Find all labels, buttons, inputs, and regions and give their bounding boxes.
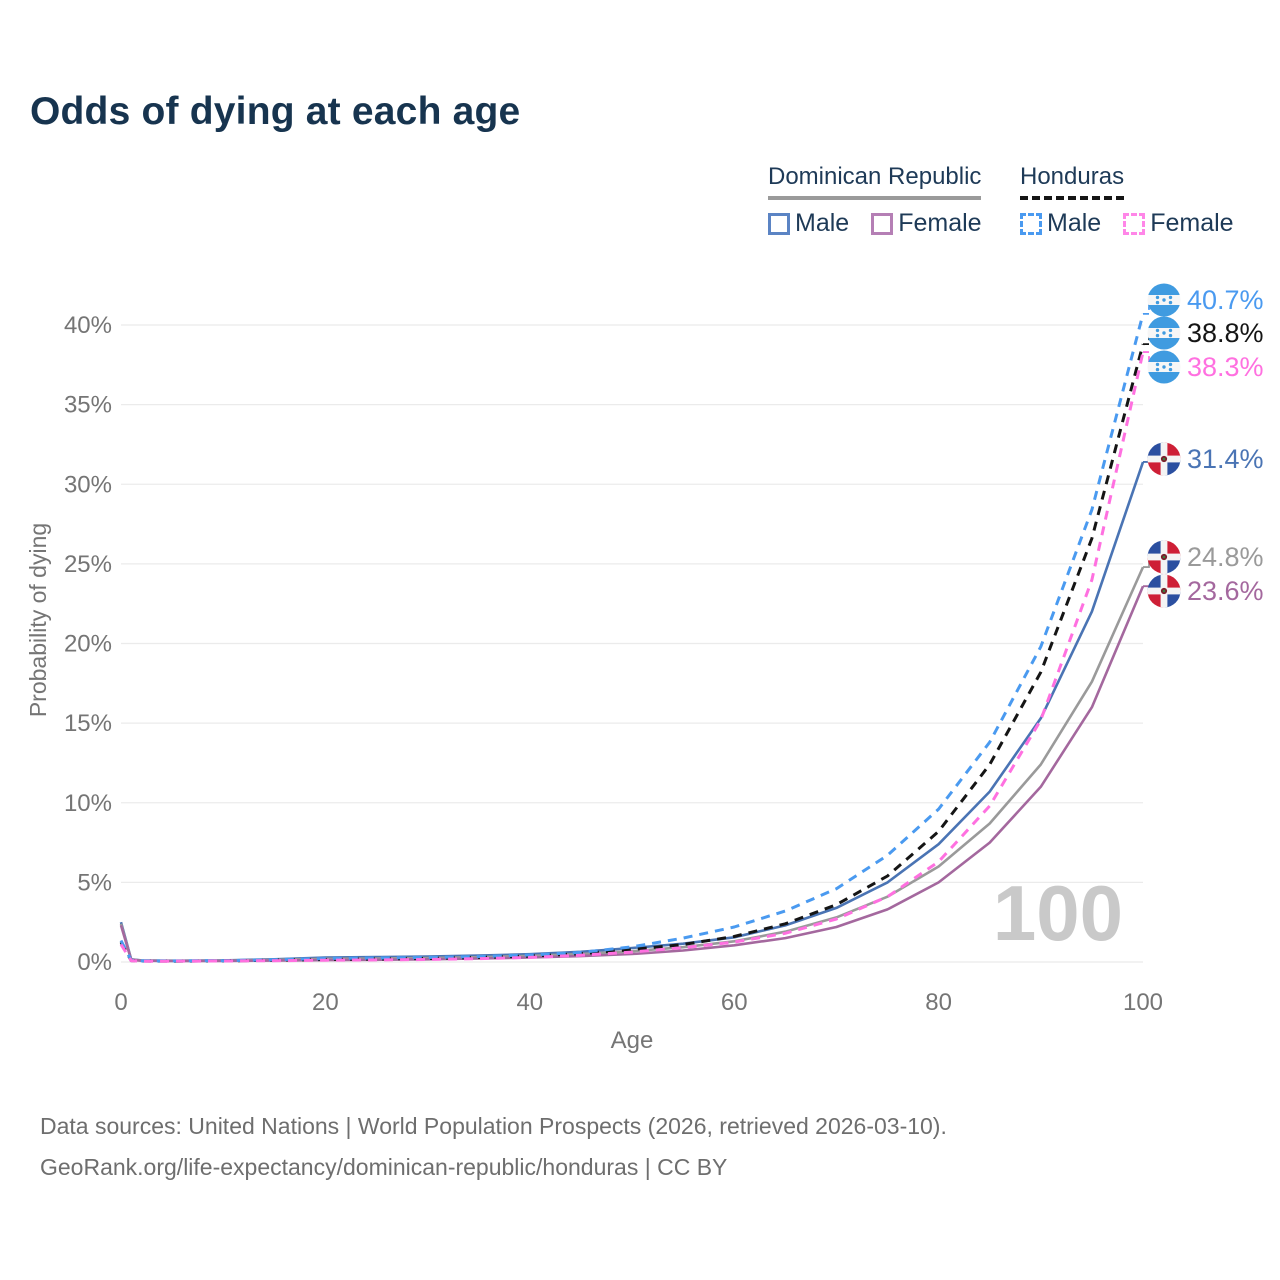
dominican-republic-flag-icon — [1147, 540, 1181, 574]
x-tick-label: 40 — [516, 989, 543, 1016]
y-tick-label: 40% — [64, 312, 112, 339]
y-tick-label: 35% — [64, 392, 112, 419]
series-line-dominican-republic-female — [119, 585, 1145, 963]
footer-line-2: GeoRank.org/life-expectancy/dominican-re… — [40, 1154, 728, 1180]
honduras-flag-icon — [1147, 350, 1181, 384]
series-end-value-label: 24.8% — [1187, 542, 1264, 572]
x-axis-title: Age — [611, 1027, 654, 1054]
hn-female-swatch-icon — [1123, 212, 1146, 235]
page-title: Odds of dying at each age — [30, 90, 521, 133]
legend-item-label: Female — [898, 209, 982, 237]
hn-male-swatch-icon — [1020, 212, 1042, 235]
legend-row: Male Female — [768, 209, 982, 238]
legend-group-dominican-republic: Dominican Republic Male Female — [768, 163, 982, 238]
data-source-footer: Data sources: United Nations | World Pop… — [40, 1106, 947, 1188]
legend-header-dominican-republic: Dominican Republic — [768, 163, 982, 200]
x-tick-label: 0 — [114, 989, 127, 1016]
y-tick-label: 10% — [64, 790, 112, 817]
series-line-dominican-republic-male — [119, 461, 1145, 962]
honduras-flag-icon — [1147, 316, 1181, 350]
dr-female-swatch-icon — [871, 212, 894, 235]
y-tick-label: 30% — [64, 471, 112, 498]
legend-item-label: Male — [795, 209, 850, 237]
honduras-flag-icon — [1147, 283, 1181, 317]
x-tick-label: 80 — [925, 989, 952, 1016]
age-watermark: 100 — [993, 869, 1123, 957]
legend-item-hn-male[interactable]: Male — [1020, 209, 1101, 238]
y-tick-label: 5% — [77, 869, 112, 896]
series-line-dominican-republic-both-sexes — [119, 566, 1145, 963]
legend-item-dr-female[interactable]: Female — [871, 209, 982, 238]
dominican-republic-flag-icon — [1147, 574, 1181, 608]
y-tick-label: 15% — [64, 710, 112, 737]
footer-line-1: Data sources: United Nations | World Pop… — [40, 1113, 947, 1139]
dominican-republic-flag-icon — [1147, 442, 1181, 476]
series-end-value-label: 23.6% — [1187, 576, 1264, 606]
x-tick-label: 100 — [1123, 989, 1163, 1016]
legend-header-honduras: Honduras — [1020, 163, 1125, 200]
legend-row: Male Female — [1020, 209, 1234, 238]
dr-male-swatch-icon — [768, 212, 790, 235]
series-end-value-label: 31.4% — [1187, 444, 1264, 474]
x-tick-label: 60 — [721, 989, 748, 1016]
y-axis-title: Probability of dying — [25, 523, 51, 717]
series-line-honduras-female — [119, 351, 1145, 963]
legend-item-label: Female — [1150, 209, 1234, 237]
series-end-value-label: 38.3% — [1187, 352, 1264, 382]
y-tick-label: 20% — [64, 631, 112, 658]
y-tick-label: 0% — [77, 949, 112, 976]
y-tick-label: 25% — [64, 551, 112, 578]
x-tick-label: 20 — [312, 989, 339, 1016]
legend-group-honduras: Honduras Male Female — [1020, 163, 1234, 238]
series-line-honduras-male — [119, 313, 1145, 963]
legend-item-hn-female[interactable]: Female — [1123, 209, 1234, 238]
series-end-value-label: 40.7% — [1187, 285, 1264, 315]
legend-item-dr-male[interactable]: Male — [768, 209, 849, 238]
legend-item-label: Male — [1047, 209, 1102, 237]
series-line-honduras-both-sexes — [119, 343, 1145, 963]
series-end-value-label: 38.8% — [1187, 318, 1264, 348]
